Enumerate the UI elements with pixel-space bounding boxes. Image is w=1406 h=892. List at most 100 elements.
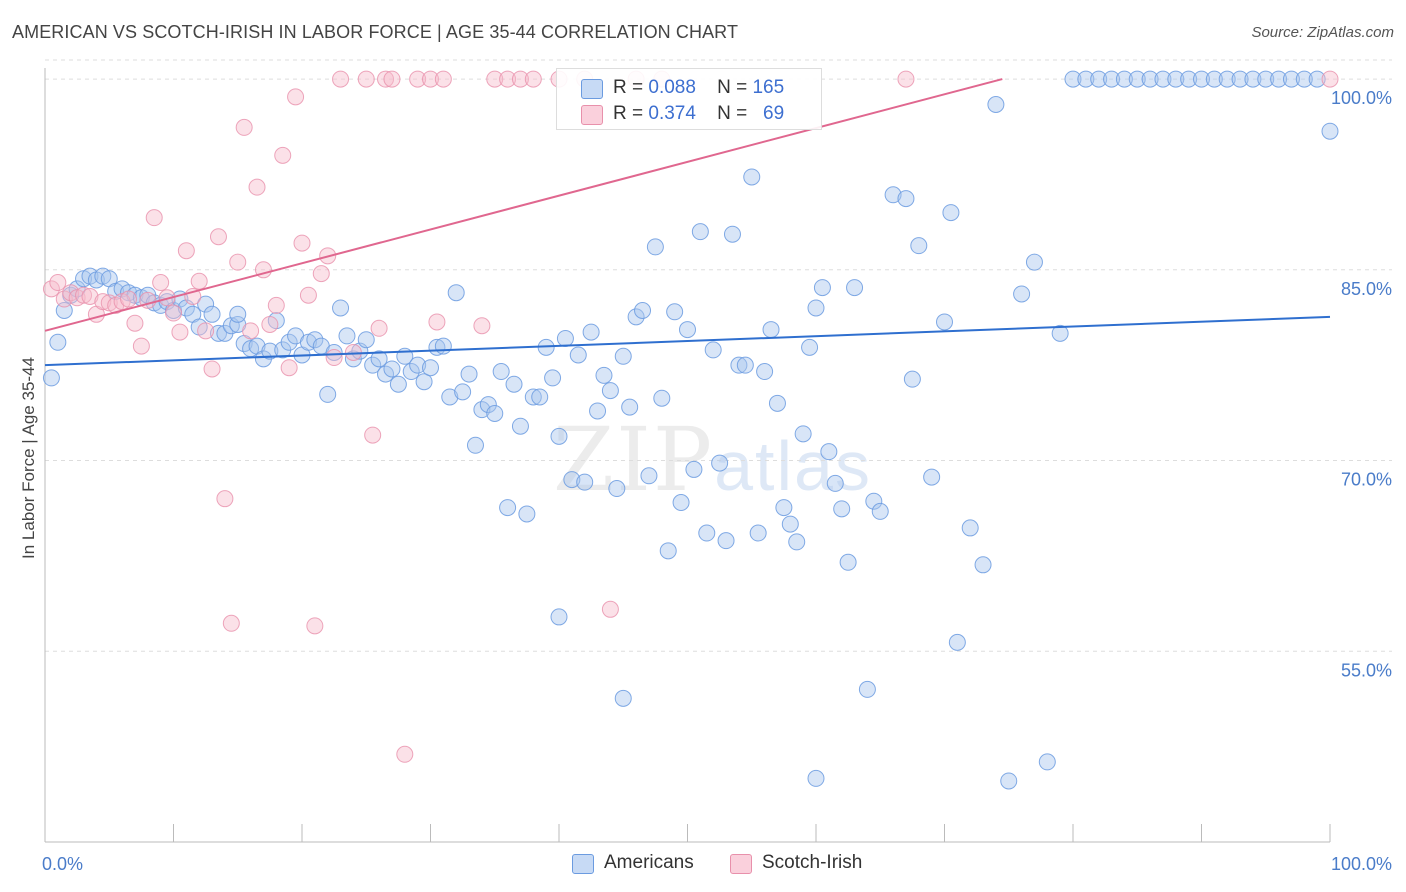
americans-point bbox=[550, 608, 568, 626]
americans-point bbox=[383, 360, 401, 378]
americans-point bbox=[422, 359, 439, 377]
americans-swatch bbox=[581, 79, 603, 99]
americans-point bbox=[666, 303, 684, 321]
tick-labels: 55.0% 70.0% 85.0% 100.0% 0.0% 100.0% bbox=[42, 88, 1392, 874]
scotch-irish-point bbox=[370, 319, 388, 337]
americans-point bbox=[826, 474, 844, 492]
americans-point bbox=[1103, 70, 1121, 88]
scotch-irish-point bbox=[601, 600, 619, 618]
x-tick-label-max: 100.0% bbox=[1331, 854, 1392, 874]
americans-point bbox=[197, 295, 215, 313]
scotch-irish-point bbox=[377, 70, 395, 88]
americans-point bbox=[768, 394, 786, 412]
americans-point bbox=[788, 533, 806, 551]
americans-point bbox=[679, 321, 696, 339]
americans-n-value: 165 bbox=[752, 77, 785, 98]
americans-legend-label: Americans bbox=[604, 852, 694, 873]
americans-point bbox=[447, 284, 465, 302]
scotch-irish-point bbox=[145, 209, 163, 227]
americans-point bbox=[614, 689, 632, 707]
americans-point bbox=[1321, 122, 1339, 140]
americans-point bbox=[1270, 70, 1288, 88]
americans-point bbox=[961, 519, 979, 537]
scotch-irish-legend-label: Scotch-Irish bbox=[762, 852, 863, 873]
americans-point bbox=[1000, 772, 1018, 790]
scotch-irish-point bbox=[499, 70, 517, 88]
scotch-irish-n-value: 69 bbox=[763, 103, 785, 124]
americans-point bbox=[942, 204, 960, 222]
scotch-irish-point bbox=[511, 70, 529, 88]
americans-point bbox=[1257, 70, 1275, 88]
scotch-irish-point bbox=[229, 253, 247, 271]
americans-point bbox=[505, 375, 523, 393]
chart-title: AMERICAN VS SCOTCH-IRISH IN LABOR FORCE … bbox=[12, 22, 739, 42]
americans-point bbox=[614, 347, 632, 365]
americans-point bbox=[807, 769, 825, 787]
americans-point bbox=[865, 492, 883, 510]
scotch-irish-point bbox=[126, 314, 144, 332]
americans-point bbox=[685, 460, 703, 478]
x-tick-label-min: 0.0% bbox=[42, 854, 83, 874]
americans-point bbox=[1167, 70, 1185, 88]
americans-point bbox=[634, 301, 652, 319]
americans-point bbox=[576, 473, 594, 491]
americans-point bbox=[1193, 70, 1210, 88]
scotch-irish-point bbox=[306, 617, 324, 635]
axes bbox=[44, 68, 1331, 843]
americans-series bbox=[42, 70, 1339, 790]
americans-point bbox=[357, 331, 375, 349]
americans-point bbox=[415, 373, 433, 391]
americans-point bbox=[698, 524, 716, 542]
americans-point bbox=[640, 467, 658, 485]
americans-point bbox=[1141, 70, 1159, 88]
americans-point bbox=[1064, 70, 1082, 88]
scotch-irish-point bbox=[197, 322, 215, 340]
watermark-atlas: atlas bbox=[714, 427, 872, 505]
scotch-irish-r-value: 0.374 bbox=[648, 103, 696, 124]
americans-point bbox=[794, 425, 812, 443]
americans-point bbox=[370, 350, 388, 368]
americans-point bbox=[569, 346, 587, 364]
scotch-irish-point bbox=[261, 315, 279, 333]
americans-point bbox=[441, 388, 459, 406]
americans-point bbox=[364, 356, 382, 374]
americans-point bbox=[492, 363, 510, 381]
scotch-irish-point bbox=[171, 323, 189, 341]
americans-point bbox=[871, 502, 889, 520]
americans-point bbox=[910, 237, 928, 255]
americans-point bbox=[479, 396, 497, 414]
americans-point bbox=[511, 417, 529, 435]
scotch-irish-point bbox=[132, 337, 150, 355]
americans-point bbox=[672, 493, 690, 511]
scotch-irish-swatch bbox=[581, 105, 603, 125]
y-tick-label: 70.0% bbox=[1341, 470, 1392, 490]
scotch-irish-point bbox=[55, 290, 73, 308]
scotch-irish-point bbox=[203, 360, 221, 378]
scotch-irish-point bbox=[190, 272, 208, 290]
americans-point bbox=[524, 388, 542, 406]
scotch-irish-point bbox=[293, 234, 311, 252]
correlation-legend: R = 0.088 N = 165 R = 0.374 N = 69 bbox=[556, 68, 822, 130]
americans-point bbox=[338, 327, 356, 345]
scotch-irish-point bbox=[274, 146, 292, 164]
americans-point bbox=[711, 454, 729, 472]
americans-point bbox=[1308, 70, 1326, 88]
scotch-irish-point bbox=[434, 70, 452, 88]
scotch-irish-point bbox=[325, 349, 343, 367]
americans-point bbox=[531, 388, 549, 406]
y-tick-label: 100.0% bbox=[1331, 88, 1392, 108]
americans-point bbox=[261, 342, 279, 360]
americans-point bbox=[858, 680, 876, 698]
americans-point bbox=[820, 443, 838, 461]
americans-point bbox=[1051, 324, 1069, 342]
scotch-irish-point bbox=[473, 317, 491, 335]
americans-point bbox=[948, 633, 966, 651]
americans-point bbox=[466, 436, 484, 454]
americans-point bbox=[402, 363, 420, 381]
americans-point bbox=[42, 369, 60, 387]
americans-point bbox=[49, 333, 67, 351]
americans-point bbox=[1128, 70, 1146, 88]
americans-point bbox=[608, 480, 626, 498]
americans-point bbox=[801, 338, 819, 356]
